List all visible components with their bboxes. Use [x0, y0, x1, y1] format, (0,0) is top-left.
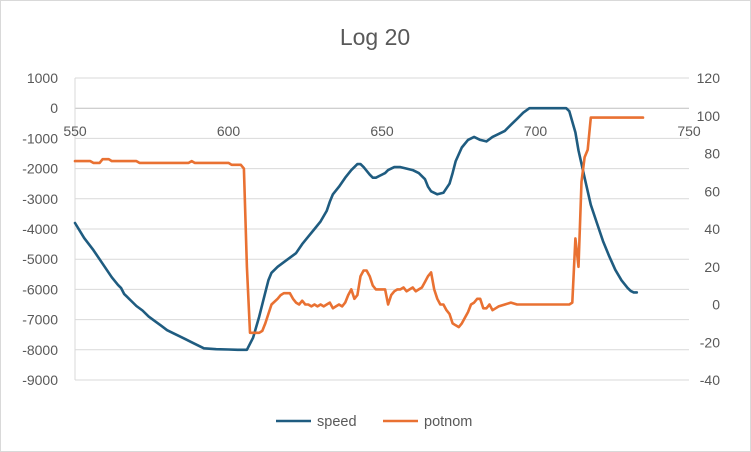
y2-tick-label: -40	[700, 372, 720, 388]
series-line-speed	[73, 106, 639, 352]
y-tick-label: -4000	[22, 221, 58, 237]
y2-tick-label: 80	[704, 146, 720, 162]
y-tick-label: -3000	[22, 191, 58, 207]
y2-tick-label: 60	[704, 183, 720, 199]
legend-label-potnom: potnom	[424, 414, 472, 430]
y-tick-label: 0	[50, 100, 58, 116]
series-lines	[73, 106, 645, 352]
y-tick-label: 1000	[27, 70, 58, 86]
y-tick-label: -2000	[22, 161, 58, 177]
gridlines	[75, 77, 689, 381]
y2-tick-label: 0	[712, 297, 720, 313]
y-tick-label: -9000	[22, 372, 58, 388]
y-tick-label: -5000	[22, 251, 58, 267]
legend-label-speed: speed	[317, 414, 357, 430]
y2-tick-label: -20	[700, 334, 720, 350]
y-tick-label: -7000	[22, 312, 58, 328]
x-tick-label: 550	[63, 123, 87, 139]
x-tick-label: 700	[524, 123, 548, 139]
x-tick-label: 750	[677, 123, 701, 139]
x-tick-label: 650	[370, 123, 394, 139]
y2-tick-label: 20	[704, 259, 720, 275]
y2-tick-label: 40	[704, 221, 720, 237]
y-tick-label: -1000	[22, 130, 58, 146]
y-tick-label: -6000	[22, 281, 58, 297]
y2-tick-label: 120	[697, 70, 721, 86]
legend: speed potnom	[276, 414, 472, 430]
series-line-potnom	[73, 116, 645, 335]
axes: 10000-1000-2000-3000-4000-5000-6000-7000…	[22, 70, 720, 388]
y-tick-label: -8000	[22, 342, 58, 358]
chart-title: Log 20	[340, 24, 410, 50]
y2-tick-label: 100	[697, 108, 721, 124]
x-tick-label: 600	[217, 123, 241, 139]
